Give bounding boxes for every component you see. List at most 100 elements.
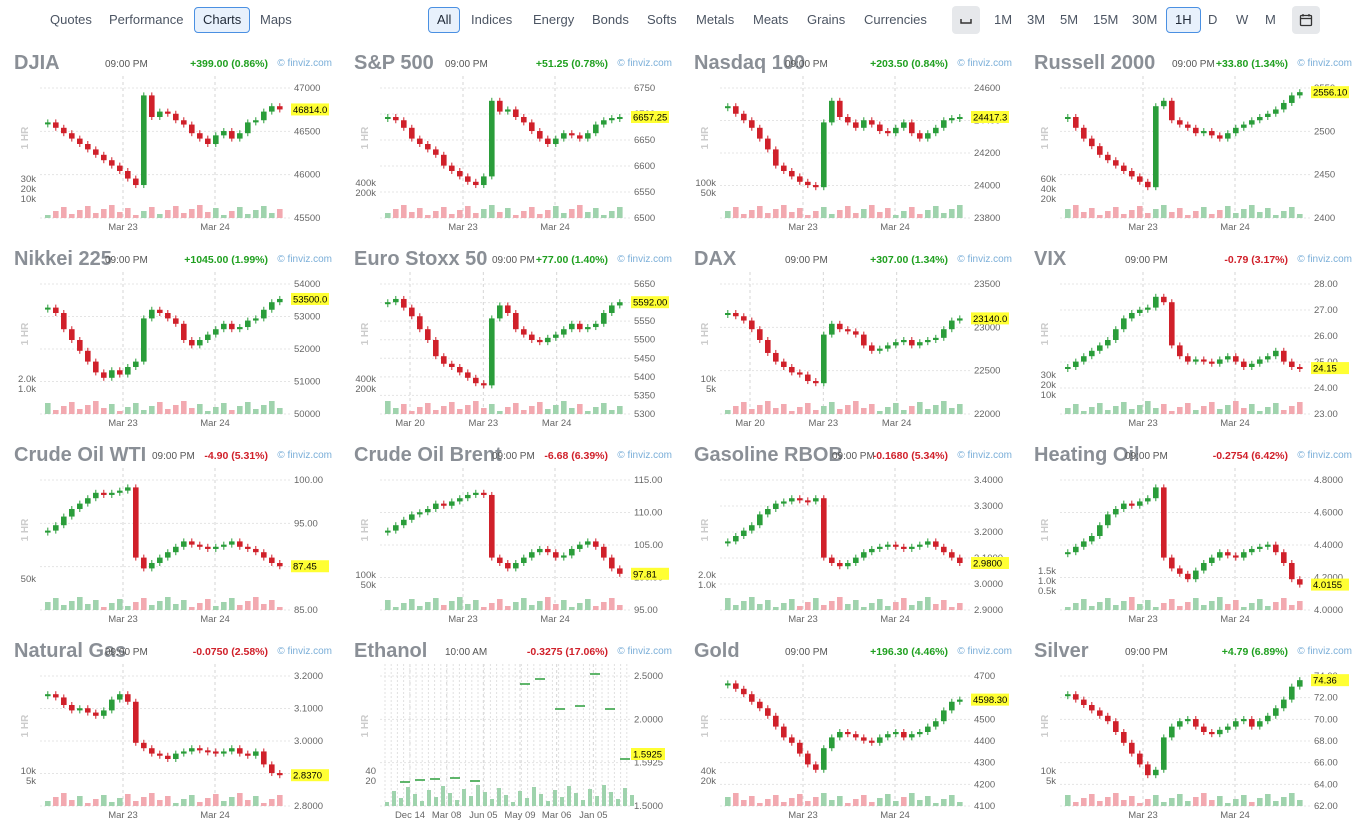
- chart-source-link[interactable]: © finviz.com: [617, 646, 672, 657]
- chart-source-link[interactable]: © finviz.com: [277, 58, 332, 69]
- chart-title[interactable]: Gasoline RBOB: [694, 444, 843, 466]
- timeframe-w[interactable]: W: [1236, 12, 1249, 27]
- filter-currencies[interactable]: Currencies: [864, 12, 927, 27]
- chart-title[interactable]: Russell 2000: [1034, 52, 1156, 74]
- chart-title[interactable]: Crude Oil Brent: [354, 444, 502, 466]
- chart-plot[interactable]: 1 HR56505600555055005450540053505300Mar …: [340, 262, 670, 434]
- chart-panel[interactable]: DAX 09:00 PM +307.00 (1.34%) © finviz.com 1 …: [680, 248, 1012, 429]
- nav-quotes[interactable]: Quotes: [50, 12, 92, 27]
- chart-title[interactable]: Nasdaq 100: [694, 52, 806, 74]
- chart-panel[interactable]: Gasoline RBOB 09:00 PM -0.1680 (5.34%) © fi…: [680, 444, 1012, 625]
- chart-title[interactable]: Euro Stoxx 50: [354, 248, 488, 270]
- candle: [917, 544, 923, 547]
- nav-charts[interactable]: Charts: [194, 7, 251, 33]
- chart-plot[interactable]: 1 HR 23500 23000 22500 22000 Mar 20 Mar 23 Mar …: [680, 262, 1010, 434]
- chart-title[interactable]: Heating Oil: [1034, 444, 1140, 466]
- space-button[interactable]: [952, 6, 980, 34]
- timeframe-30m[interactable]: 30M: [1132, 12, 1158, 27]
- timeframe-1h[interactable]: 1H: [1166, 7, 1201, 33]
- chart-source-link[interactable]: © finviz.com: [957, 646, 1012, 657]
- chart-panel[interactable]: S&P 500 09:00 PM +51.25 (0.78%) © finviz.co…: [340, 52, 672, 233]
- timeframe-5m[interactable]: 5M: [1060, 12, 1079, 27]
- chart-title[interactable]: Natural Gas: [14, 640, 127, 662]
- chart-plot[interactable]: 1 HR3.40003.30003.20003.10003.00002.9000…: [680, 458, 1010, 630]
- chart-panel[interactable]: DJIA 09:00 PM +399.00 (0.86%) © finviz.com 1…: [0, 52, 332, 233]
- chart-plot[interactable]: 1 HR 4.8000 4.6000 4.4000 4.2000 4.0000 Mar 23…: [1020, 458, 1350, 630]
- volume-bar: [741, 402, 747, 414]
- candle: [537, 131, 543, 139]
- candle: [861, 120, 867, 128]
- chart-panel[interactable]: Ethanol 10:00 AM -0.3275 (17.06%) © finviz.…: [340, 640, 672, 821]
- filter-bonds[interactable]: Bonds: [592, 12, 629, 27]
- chart-panel[interactable]: Heating Oil 09:00 PM -0.2754 (6.42%) © finv…: [1020, 444, 1352, 625]
- chart-title[interactable]: Silver: [1034, 640, 1089, 662]
- chart-panel[interactable]: Russell 2000 09:00 PM +33.80 (1.34%) © finv…: [1020, 52, 1352, 233]
- candle: [749, 525, 755, 531]
- chart-panel[interactable]: Natural Gas 09:00 PM -0.0750 (2.58%) © finv…: [0, 640, 332, 821]
- chart-panel[interactable]: Silver 09:00 PM +4.79 (6.89%) © finviz.com 1…: [1020, 640, 1352, 821]
- candle: [1201, 726, 1207, 732]
- chart-source-link[interactable]: © finviz.com: [277, 450, 332, 461]
- candle: [593, 323, 599, 328]
- timeframe-d[interactable]: D: [1208, 12, 1218, 27]
- chart-panel[interactable]: Nasdaq 100 09:00 PM +203.50 (0.84%) © finvi…: [680, 52, 1012, 233]
- chart-source-link[interactable]: © finviz.com: [957, 58, 1012, 69]
- chart-panel[interactable]: Crude Oil Brent 09:00 PM -6.68 (6.39%) © fi…: [340, 444, 672, 625]
- chart-title[interactable]: VIX: [1034, 248, 1067, 270]
- chart-plot[interactable]: 1 HR74.0072.0070.0068.0066.0064.0062.00M…: [1020, 654, 1350, 826]
- chart-source-link[interactable]: © finviz.com: [957, 450, 1012, 461]
- chart-title[interactable]: DJIA: [14, 52, 60, 74]
- chart-source-link[interactable]: © finviz.com: [1297, 254, 1352, 265]
- chart-source-link[interactable]: © finviz.com: [1297, 58, 1352, 69]
- chart-plot[interactable]: 1 HR 54000 53000 52000 51000 50000 Mar 23 Mar 2…: [0, 262, 330, 434]
- timeframe-15m[interactable]: 15M: [1093, 12, 1119, 27]
- nav-maps[interactable]: Maps: [260, 12, 292, 27]
- candle: [1289, 361, 1295, 367]
- filter-metals[interactable]: Metals: [696, 12, 735, 27]
- chart-panel[interactable]: Gold 09:00 PM +196.30 (4.46%) © finviz.com 1…: [680, 640, 1012, 821]
- filter-energy[interactable]: Energy: [533, 12, 575, 27]
- chart-source-link[interactable]: © finviz.com: [957, 254, 1012, 265]
- filter-indices[interactable]: Indices: [471, 12, 513, 27]
- chart-source-link[interactable]: © finviz.com: [1297, 450, 1352, 461]
- chart-panel[interactable]: Crude Oil WTI 09:00 PM -4.90 (5.31%) © finv…: [0, 444, 332, 625]
- chart-title[interactable]: Gold: [694, 640, 740, 662]
- chart-panel[interactable]: Euro Stoxx 50 09:00 PM +77.00 (1.40%) © fin…: [340, 248, 672, 429]
- filter-softs[interactable]: Softs: [647, 12, 677, 27]
- chart-panel[interactable]: VIX 09:00 PM -0.79 (3.17%) © finviz.com 1 HR…: [1020, 248, 1352, 429]
- volume-bar: [617, 207, 623, 218]
- candle: [269, 557, 275, 563]
- timeframe-1m[interactable]: 1M: [994, 12, 1013, 27]
- nav-performance[interactable]: Performance: [109, 12, 184, 27]
- chart-title[interactable]: Crude Oil WTI: [14, 444, 147, 466]
- calendar-button[interactable]: [1292, 6, 1320, 34]
- chart-plot[interactable]: 1 HR 47000 46500 46000 45500 Mar 23 Mar 24 30k2…: [0, 66, 330, 238]
- chart-panel[interactable]: Nikkei 225 09:00 PM +1045.00 (1.99%) © finv…: [0, 248, 332, 429]
- filter-grains[interactable]: Grains: [807, 12, 846, 27]
- volume-bar: [901, 797, 907, 806]
- chart-plot[interactable]: 1 HR 2.5000 2.0000 1.5925 1.5000 Dec 14 Mar 08…: [340, 654, 670, 826]
- chart-source-link[interactable]: © finviz.com: [617, 450, 672, 461]
- chart-title[interactable]: Nikkei 225: [14, 248, 112, 270]
- volume-bar: [1265, 208, 1271, 218]
- chart-title[interactable]: DAX: [694, 248, 737, 270]
- chart-title[interactable]: S&P 500: [354, 52, 434, 74]
- timeframe-3m[interactable]: 3M: [1027, 12, 1046, 27]
- chart-source-link[interactable]: © finviz.com: [277, 254, 332, 265]
- filter-meats[interactable]: Meats: [753, 12, 789, 27]
- chart-source-link[interactable]: © finviz.com: [277, 646, 332, 657]
- chart-title[interactable]: Ethanol: [354, 640, 428, 662]
- filter-all[interactable]: All: [428, 7, 461, 33]
- chart-plot[interactable]: 1 HR4700460045004400430042004100Mar 23Ma…: [680, 654, 1010, 826]
- chart-source-link[interactable]: © finviz.com: [617, 254, 672, 265]
- timeframe-m[interactable]: M: [1265, 12, 1276, 27]
- chart-source-link[interactable]: © finviz.com: [1297, 646, 1352, 657]
- chart-source-link[interactable]: © finviz.com: [617, 58, 672, 69]
